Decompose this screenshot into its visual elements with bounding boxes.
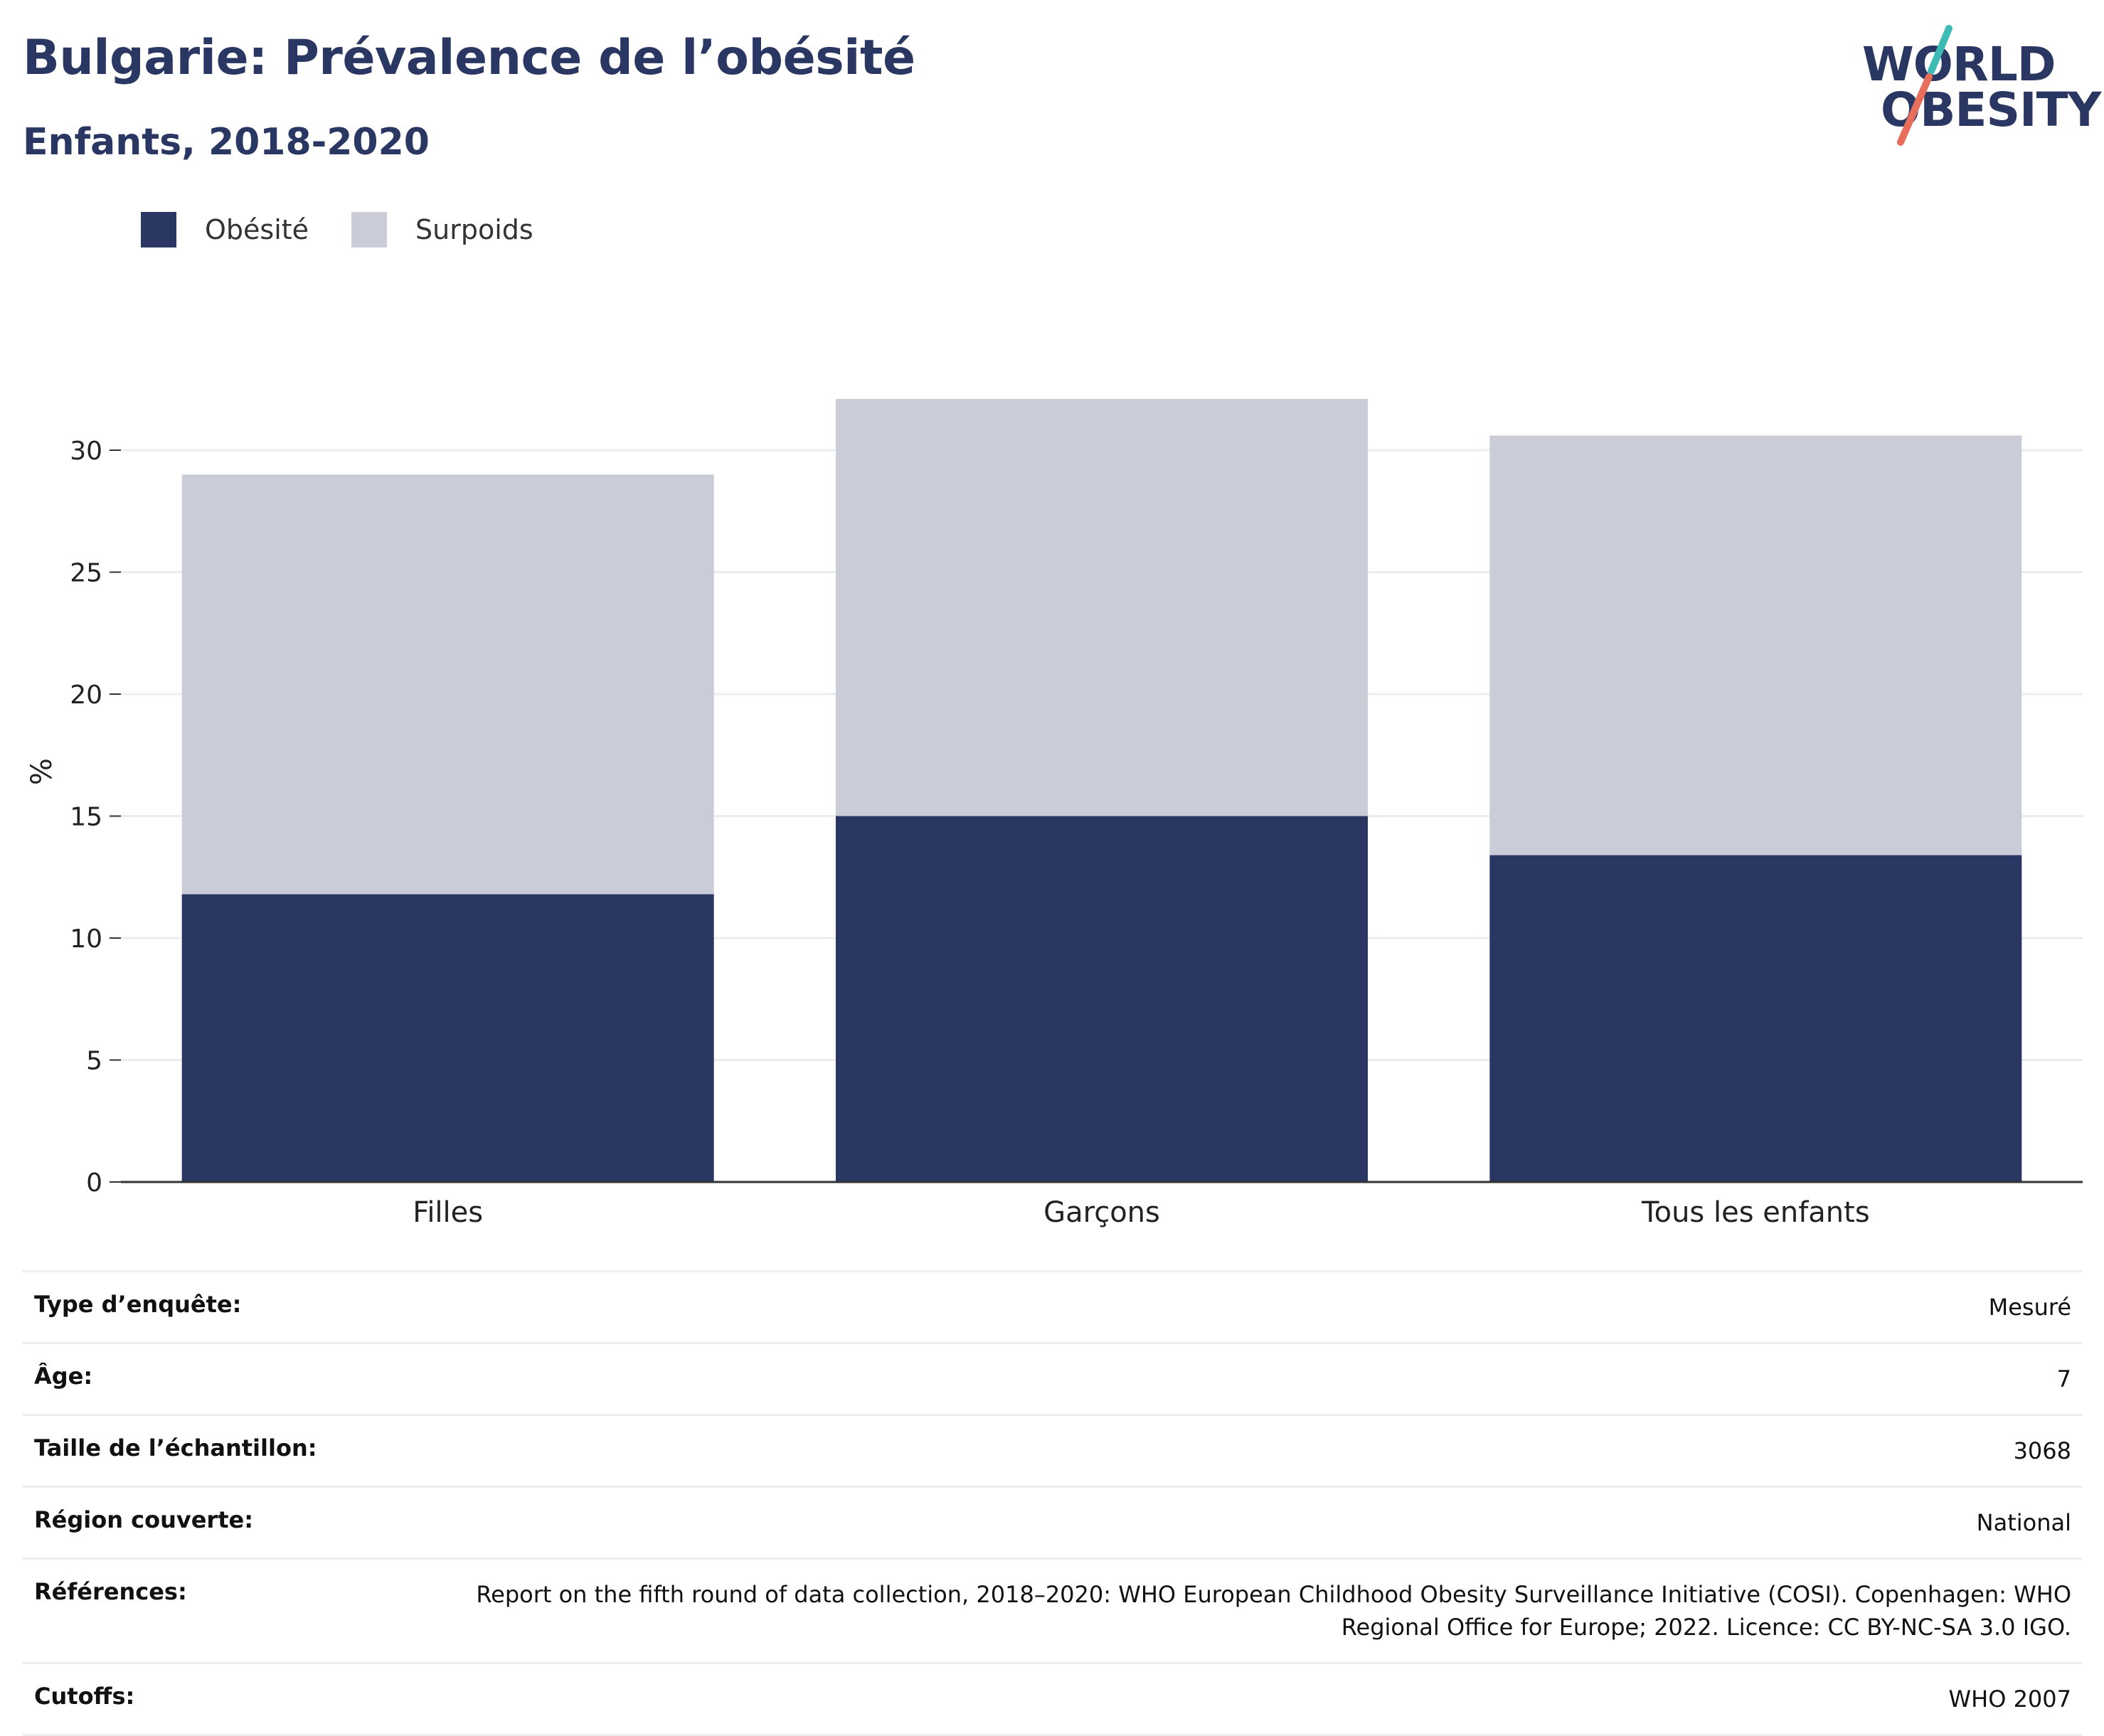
y-tick-label: 5 bbox=[86, 1047, 102, 1076]
meta-value: National bbox=[1976, 1509, 2071, 1536]
legend-swatch-obesity bbox=[141, 212, 176, 247]
bar-overweight bbox=[1489, 435, 2022, 856]
y-tick-label: 10 bbox=[70, 925, 102, 954]
bar-overweight bbox=[181, 474, 714, 895]
meta-value: WHO 2007 bbox=[1948, 1686, 2072, 1713]
logo-line-1: WORLD bbox=[1862, 37, 2056, 92]
meta-row-survey-type: Type d’enquête: Mesuré bbox=[23, 1270, 2083, 1342]
y-tick-label: 25 bbox=[70, 559, 102, 588]
x-tick-label: Tous les enfants bbox=[1641, 1196, 1870, 1229]
meta-row-cutoffs: Cutoffs: WHO 2007 bbox=[23, 1662, 2083, 1736]
meta-key: Taille de l’échantillon: bbox=[34, 1434, 317, 1461]
meta-row-age: Âge: 7 bbox=[23, 1342, 2083, 1414]
stacked-bar-chart: 0 5 10 15 20 25 30% Filles Garçons Tous les enfan… bbox=[26, 398, 2083, 1229]
chart-subtitle: Enfants, 2018-2020 bbox=[23, 121, 430, 164]
y-tick-label: 15 bbox=[70, 803, 102, 832]
metadata-table: Type d’enquête: Mesuré Âge: 7 Taille de … bbox=[23, 1270, 2083, 1736]
legend-swatch-overweight bbox=[351, 212, 388, 247]
y-tick-label: 30 bbox=[70, 437, 102, 466]
meta-value: Report on the fifth round of data collec… bbox=[476, 1581, 2071, 1641]
bar-overweight bbox=[836, 398, 1368, 816]
meta-key: Type d’enquête: bbox=[34, 1291, 242, 1318]
meta-key: Région couverte: bbox=[34, 1506, 253, 1533]
meta-value: 7 bbox=[2056, 1365, 2071, 1392]
meta-row-references: Références: Report on the fifth round of… bbox=[23, 1557, 2083, 1662]
logo-slash-icon bbox=[1897, 25, 1952, 146]
meta-key: Références: bbox=[34, 1578, 187, 1605]
meta-key: Âge: bbox=[34, 1363, 93, 1390]
y-tick-label: 0 bbox=[86, 1168, 102, 1198]
bar-obesity bbox=[181, 894, 714, 1182]
x-tick-label: Garçons bbox=[1043, 1196, 1160, 1229]
x-tick-label: Filles bbox=[413, 1196, 483, 1229]
bar-obesity bbox=[1489, 855, 2022, 1182]
meta-key: Cutoffs: bbox=[34, 1683, 135, 1710]
meta-value: Mesuré bbox=[1988, 1294, 2071, 1321]
bar-obesity bbox=[836, 816, 1368, 1182]
chart-title: Bulgarie: Prévalence de l’obésité bbox=[23, 30, 915, 86]
legend-item-overweight: Surpoids bbox=[351, 212, 533, 247]
y-tick-label: 20 bbox=[70, 681, 102, 710]
meta-row-region: Région couverte: National bbox=[23, 1486, 2083, 1557]
legend: Obésité Surpoids bbox=[141, 212, 576, 247]
meta-value: 3068 bbox=[2013, 1437, 2071, 1464]
legend-label-obesity: Obésité bbox=[205, 214, 309, 245]
y-axis-label: % bbox=[26, 758, 58, 785]
meta-row-sample-size: Taille de l’échantillon: 3068 bbox=[23, 1414, 2083, 1486]
world-obesity-logo: WORLD OBESITY bbox=[1849, 21, 2101, 149]
legend-label-overweight: Surpoids bbox=[415, 214, 533, 245]
legend-item-obesity: Obésité bbox=[141, 212, 309, 247]
